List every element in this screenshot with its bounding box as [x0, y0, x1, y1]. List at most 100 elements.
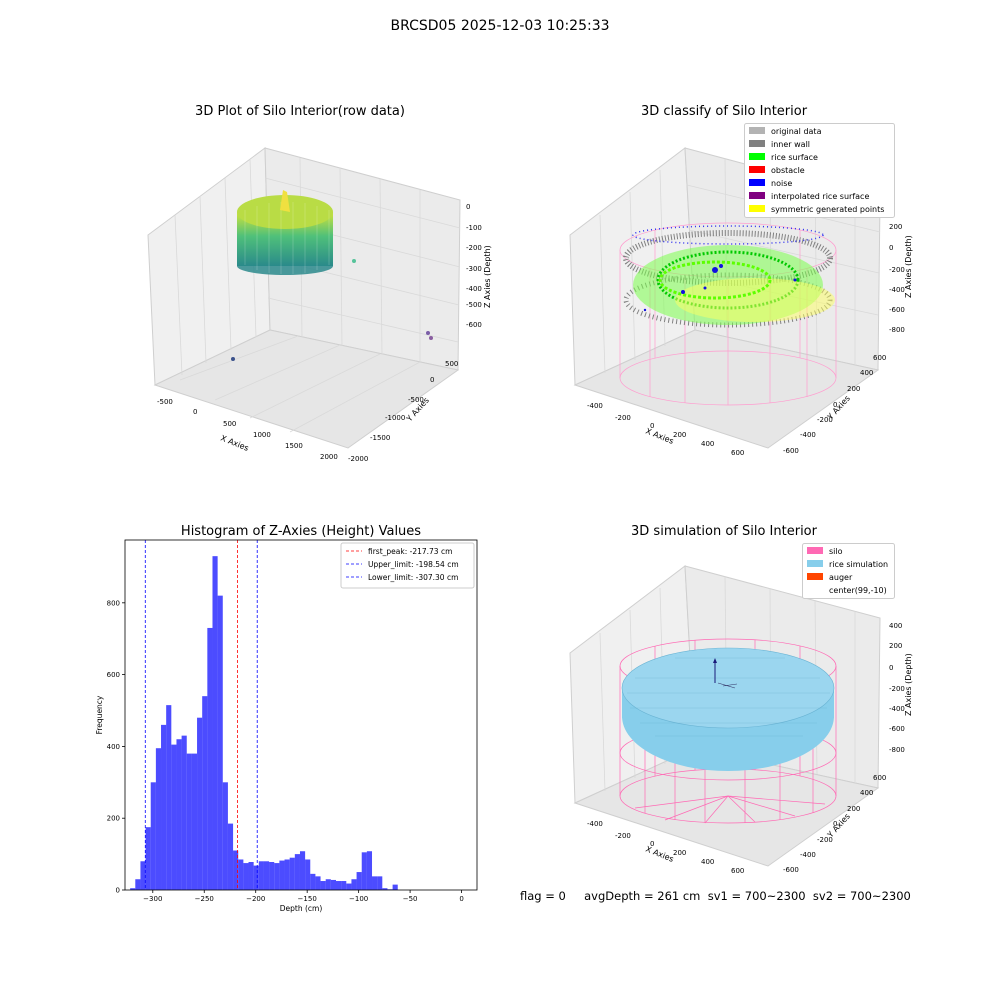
legend-label: center(99,-10)	[829, 586, 887, 595]
histogram-bar	[335, 881, 342, 890]
hist-y-label: Frequency	[95, 695, 104, 734]
z-tick: 0	[466, 203, 470, 211]
histogram-bar	[299, 851, 306, 890]
x-tick: -400	[587, 820, 603, 828]
x-tick: -200	[615, 414, 631, 422]
histogram-bar	[171, 744, 177, 890]
x-tick-label: −300	[143, 895, 162, 903]
hist-x-label: Depth (cm)	[280, 904, 323, 913]
panel2-title: 3D classify of Silo Interior	[640, 104, 808, 119]
x-tick: 1500	[285, 442, 303, 450]
legend-label: rice surface	[771, 153, 818, 162]
legend-label: inner wall	[771, 140, 810, 149]
z-axis-label: Z Axies (Depth)	[483, 245, 492, 308]
legend-swatch	[749, 166, 765, 173]
y-tick: -1500	[370, 434, 390, 442]
legend-swatch	[807, 560, 823, 567]
histogram-bar	[284, 859, 290, 890]
histogram-bar	[217, 595, 223, 890]
panel4-title: 3D simulation of Silo Interior	[631, 524, 817, 539]
y-tick: 0	[430, 376, 434, 384]
x-tick: -200	[615, 832, 631, 840]
x-tick: 400	[701, 858, 714, 866]
histogram-bar	[377, 876, 383, 890]
y-tick: 0	[833, 401, 837, 409]
histogram-bar	[145, 827, 151, 890]
histogram-bar	[166, 705, 172, 890]
histogram-bar	[161, 724, 167, 890]
z-tick: -200	[466, 244, 482, 252]
histogram-bar	[238, 859, 244, 890]
histogram-bar	[233, 850, 239, 890]
y-tick: -500	[408, 396, 424, 404]
x-tick: 1000	[253, 431, 271, 439]
legend-label: Upper_limit: -198.54 cm	[368, 560, 459, 569]
histogram-bar	[181, 735, 187, 890]
y-tick: 400	[860, 369, 873, 377]
histogram-bar	[305, 859, 311, 890]
histogram-bar	[263, 861, 270, 890]
z-axis-label: Z Axies (Depth)	[904, 653, 913, 716]
x-tick: 0	[193, 408, 197, 416]
panel2-legend: original data inner wall rice surface obsta…	[744, 123, 895, 218]
x-tick: -500	[157, 398, 173, 406]
x-tick: 600	[731, 449, 744, 457]
histogram-bar	[227, 823, 234, 890]
histogram-bar	[289, 857, 295, 890]
legend-label: symmetric generated points	[771, 205, 884, 214]
y-tick-label: 800	[107, 599, 120, 607]
x-tick: 200	[673, 849, 686, 857]
x-tick: 2000	[320, 453, 338, 461]
y-tick: 200	[847, 385, 860, 393]
histogram-bar	[140, 861, 146, 890]
y-tick: -600	[783, 866, 799, 874]
histogram-bar	[155, 748, 162, 890]
z-tick: -600	[889, 306, 905, 314]
y-tick: -1000	[385, 414, 405, 422]
z-tick: -200	[889, 266, 905, 274]
histogram-bar	[207, 627, 213, 890]
histogram-bar	[274, 863, 280, 890]
y-tick-label: 400	[107, 743, 120, 751]
y-tick: -400	[800, 851, 816, 859]
y-tick: -2000	[348, 455, 368, 463]
legend-label: auger	[829, 573, 853, 582]
y-tick-label: 0	[116, 887, 120, 895]
histogram-bar	[320, 881, 326, 890]
legend-swatch	[749, 205, 765, 212]
histogram-bar	[366, 851, 373, 890]
histogram-bar	[258, 861, 264, 890]
histogram-bar	[294, 854, 300, 890]
z-tick: -800	[889, 326, 905, 334]
histogram-bar	[315, 876, 321, 890]
x-axis-label: X Axies	[644, 427, 675, 446]
histogram-bar	[135, 879, 141, 890]
x-tick: 0	[650, 422, 654, 430]
hist-legend	[340, 542, 475, 589]
z-tick: 0	[889, 664, 893, 672]
z-tick: -600	[889, 725, 905, 733]
y-tick: 200	[847, 805, 860, 813]
hist-title: Histogram of Z-Axies (Height) Values	[180, 524, 422, 539]
z-tick: 0	[889, 244, 893, 252]
legend-swatch	[749, 153, 765, 160]
x-axis-label: X Axies	[644, 845, 675, 864]
histogram-bar	[243, 863, 249, 890]
z-tick: 400	[889, 622, 902, 630]
z-tick: -400	[889, 705, 905, 713]
legend-swatch	[807, 547, 823, 554]
y-tick-label: 600	[107, 671, 120, 679]
z-tick: -200	[889, 685, 905, 693]
histogram-bar	[325, 879, 331, 890]
x-tick-label: −200	[246, 895, 265, 903]
x-tick-label: −100	[349, 895, 368, 903]
x-tick: -400	[587, 402, 603, 410]
z-tick: -600	[466, 321, 482, 329]
legend-label: first_peak: -217.73 cm	[368, 547, 452, 556]
histogram-bar	[150, 782, 156, 890]
legend-label: noise	[771, 179, 792, 188]
z-tick: -400	[466, 285, 482, 293]
y-tick: 0	[833, 820, 837, 828]
x-tick: 400	[701, 440, 714, 448]
y-tick: -200	[817, 836, 833, 844]
